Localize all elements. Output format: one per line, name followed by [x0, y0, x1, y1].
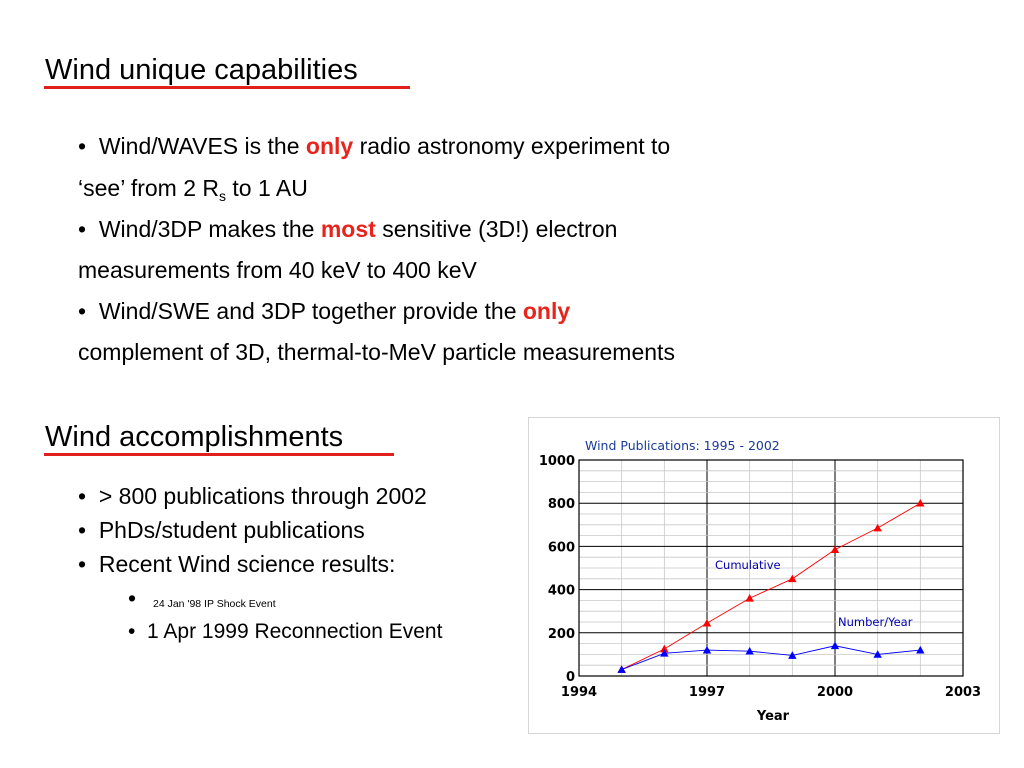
series-line-cumulative — [621, 502, 921, 670]
title-underline — [44, 86, 410, 89]
data-point-per-year — [830, 641, 840, 650]
bullet-text: complement of 3D, thermal-to-MeV particl… — [78, 339, 675, 365]
data-point-per-year — [788, 651, 797, 659]
x-tick-label: 2003 — [945, 685, 981, 700]
sub-bullet-shock-event: 24 Jan '98 IP Shock Event — [153, 597, 276, 611]
data-point-cumulative — [702, 618, 712, 627]
bullet-publications: • > 800 publications through 2002 — [78, 482, 427, 510]
data-point-per-year — [702, 645, 712, 654]
bullet-text: Wind/3DP makes the — [98, 216, 321, 242]
data-point-cumulative — [830, 545, 840, 553]
chart-svg: 1994 1997 2000 2003 0 200 400 600 800 1000 Wind P… — [539, 438, 981, 724]
bullet-marker: • — [128, 620, 136, 643]
data-point-per-year — [745, 646, 754, 655]
bullet-waves-continuation: ‘see’ from 2 Rs to 1 AU — [78, 174, 308, 204]
data-point-per-year — [916, 645, 925, 654]
section-title-capabilities: Wind unique capabilities — [45, 54, 358, 86]
bullet-text: 24 Jan '98 IP Shock Event — [153, 598, 276, 610]
data-point-per-year — [660, 649, 669, 657]
y-tick-label: 600 — [548, 540, 575, 555]
bullet-swe-continuation: complement of 3D, thermal-to-MeV particl… — [78, 338, 675, 366]
bullet-science-results: • Recent Wind science results: — [78, 550, 395, 578]
bullet-text: Wind/SWE and 3DP together provide the — [98, 298, 523, 324]
bullet-marker: • — [78, 517, 87, 543]
bullet-marker: • — [78, 216, 87, 242]
data-point-cumulative — [916, 499, 925, 507]
bullet-text: Recent Wind science results: — [98, 551, 396, 577]
bullet-marker: • — [78, 551, 87, 577]
bullet-text: to 1 AU — [226, 175, 308, 201]
data-point-per-year — [617, 665, 626, 673]
title-underline — [44, 453, 394, 456]
section-title-accomplishments: Wind accomplishments — [45, 421, 344, 453]
data-point-cumulative — [788, 574, 797, 583]
bullet-text: sensitive (3D!) electron — [375, 216, 618, 242]
bullet-waves: • Wind/WAVES is the only radio astronomy… — [78, 132, 670, 160]
bullet-text: Wind/WAVES is the — [98, 133, 306, 159]
bullet-text: radio astronomy experiment to — [353, 133, 671, 159]
plot-frame — [578, 459, 964, 677]
y-tick-label: 0 — [566, 670, 575, 685]
bullet-marker: • — [128, 585, 137, 611]
x-tick-label: 1994 — [561, 685, 597, 700]
bullet-marker: • — [78, 483, 87, 509]
bullet-marker: • — [78, 133, 87, 159]
publications-chart: 1994 1997 2000 2003 0 200 400 600 800 1000 Wind P… — [528, 417, 1000, 734]
y-tick-label: 400 — [548, 584, 575, 599]
y-tick-label: 800 — [548, 497, 575, 512]
subscript-text: s — [219, 188, 227, 204]
data-point-cumulative — [745, 594, 754, 602]
bullet-text: 1 Apr 1999 Reconnection Event — [147, 620, 443, 643]
bullet-text: > 800 publications through 2002 — [98, 483, 427, 509]
bullet-text: ‘see’ from 2 R — [78, 175, 220, 201]
data-point-per-year — [873, 650, 882, 658]
chart-title: Wind Publications: 1995 - 2002 — [585, 438, 780, 453]
sub-bullet-reconnection: • 1 Apr 1999 Reconnection Event — [128, 618, 442, 646]
x-tick-label: 2000 — [817, 685, 853, 700]
x-axis-label: Year — [756, 709, 790, 724]
series-label-per-year: Number/Year — [838, 615, 913, 629]
y-tick-label: 200 — [548, 627, 575, 642]
emphasis-text: most — [320, 216, 376, 242]
data-point-cumulative — [660, 644, 669, 653]
bullet-phds: • PhDs/student publications — [78, 516, 365, 544]
bullet-3dp: • Wind/3DP makes the most sensitive (3D!… — [78, 215, 617, 243]
y-tick-label: 1000 — [539, 454, 575, 469]
x-tick-label: 1997 — [689, 685, 725, 700]
series-line-per-year — [621, 645, 921, 670]
bullet-text: measurements from 40 keV to 400 keV — [78, 257, 477, 283]
bullet-swe: • Wind/SWE and 3DP together provide the … — [78, 297, 570, 325]
sub-bullet-marker-shock: • — [128, 584, 136, 612]
bullet-text: PhDs/student publications — [98, 517, 365, 543]
emphasis-text: only — [522, 298, 571, 324]
data-point-cumulative — [873, 523, 882, 532]
bullet-3dp-continuation: measurements from 40 keV to 400 keV — [78, 256, 477, 284]
series-label-cumulative: Cumulative — [715, 558, 781, 572]
bullet-marker: • — [78, 298, 87, 324]
emphasis-text: only — [305, 133, 354, 159]
